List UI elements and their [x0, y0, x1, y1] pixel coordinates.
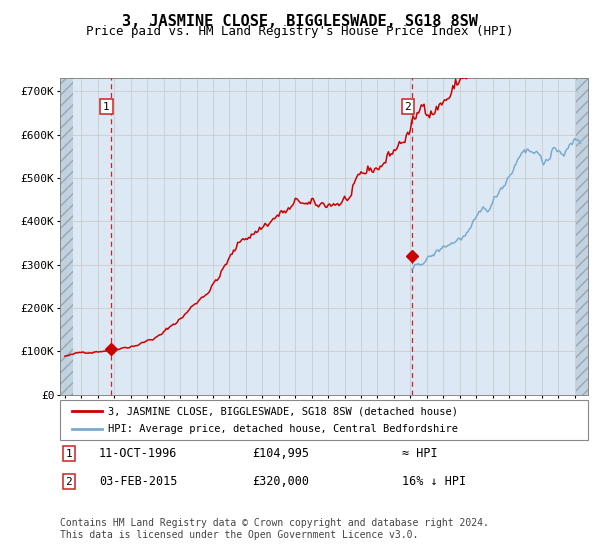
Text: Price paid vs. HM Land Registry's House Price Index (HPI): Price paid vs. HM Land Registry's House … [86, 25, 514, 38]
Text: 16% ↓ HPI: 16% ↓ HPI [402, 475, 466, 488]
Text: 2: 2 [404, 101, 411, 111]
Text: 2: 2 [65, 477, 73, 487]
Text: ≈ HPI: ≈ HPI [402, 447, 437, 460]
Text: 03-FEB-2015: 03-FEB-2015 [99, 475, 178, 488]
Text: 11-OCT-1996: 11-OCT-1996 [99, 447, 178, 460]
Text: 3, JASMINE CLOSE, BIGGLESWADE, SG18 8SW (detached house): 3, JASMINE CLOSE, BIGGLESWADE, SG18 8SW … [108, 407, 458, 417]
Bar [60, 78, 73, 395]
Text: 1: 1 [103, 101, 110, 111]
Bar [577, 78, 588, 395]
Text: 1: 1 [65, 449, 73, 459]
Text: £104,995: £104,995 [252, 447, 309, 460]
Text: 3, JASMINE CLOSE, BIGGLESWADE, SG18 8SW: 3, JASMINE CLOSE, BIGGLESWADE, SG18 8SW [122, 14, 478, 29]
Text: HPI: Average price, detached house, Central Bedfordshire: HPI: Average price, detached house, Cent… [108, 423, 458, 433]
Text: Contains HM Land Registry data © Crown copyright and database right 2024.
This d: Contains HM Land Registry data © Crown c… [60, 518, 489, 540]
Text: £320,000: £320,000 [252, 475, 309, 488]
